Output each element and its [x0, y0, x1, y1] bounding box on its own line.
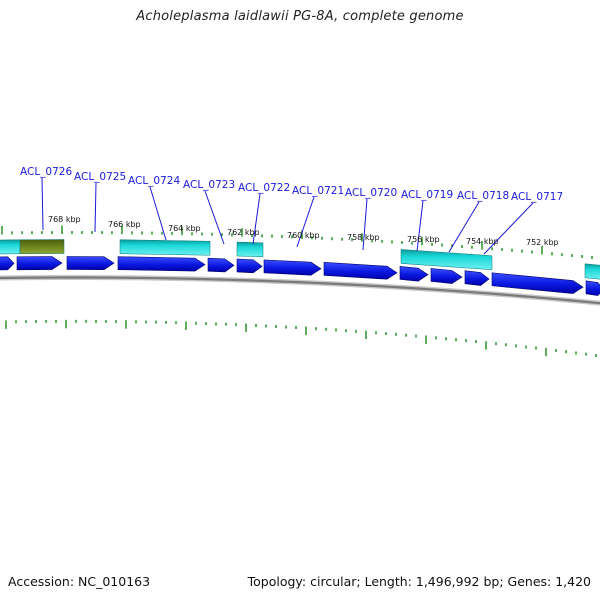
label-leader — [362, 198, 368, 251]
gene-arrow — [66, 256, 115, 270]
gene-label: ACL_0724 — [128, 175, 180, 187]
gene-arrow — [399, 266, 429, 282]
gene-labels: ACL_0726 ACL_0725 ACL_0724 ACL_0723 ACL_0722… — [20, 166, 563, 203]
accession-text: Accession: NC_010163 — [8, 574, 151, 589]
label-leader — [448, 201, 480, 253]
gene-track — [0, 256, 600, 296]
label-leaders — [41, 177, 534, 255]
gene-arrow — [16, 256, 63, 271]
label-leader — [416, 200, 424, 252]
feature-track — [0, 239, 600, 280]
feature-box — [236, 241, 264, 258]
label-leader — [252, 193, 261, 245]
label-leader — [94, 182, 97, 233]
gene-arrow — [585, 280, 600, 296]
scale-label: 762 kbp — [227, 228, 260, 237]
scale-label: 752 kbp — [526, 238, 559, 247]
inner-scale-ticks — [5, 319, 597, 357]
scale-label: 766 kbp — [108, 220, 141, 229]
gene-label: ACL_0722 — [238, 182, 290, 194]
gene-label: ACL_0723 — [183, 179, 235, 191]
gene-label: ACL_0717 — [511, 191, 563, 203]
gene-arrow — [464, 270, 490, 286]
gene-label: ACL_0721 — [292, 185, 344, 197]
outer-scale-ticks — [1, 225, 593, 259]
scale-label: 756 kbp — [407, 235, 440, 244]
scale-label: 768 kbp — [48, 215, 81, 224]
gene-arrow — [207, 257, 235, 273]
gene-arrow — [491, 272, 584, 294]
feature-box — [400, 249, 493, 271]
feature-box — [584, 263, 600, 280]
feature-box — [19, 239, 65, 255]
gene-arrow — [0, 256, 15, 271]
gene-label: ACL_0718 — [457, 190, 509, 202]
feature-box — [0, 239, 21, 255]
label-leader — [483, 202, 534, 255]
feature-box — [119, 239, 211, 256]
gene-arrow — [263, 259, 322, 276]
scale-label: 754 kbp — [466, 237, 499, 246]
scale-label: 764 kbp — [168, 224, 201, 233]
genome-backbone — [0, 275, 600, 306]
scale-label: 758 kbp — [347, 233, 380, 242]
gene-label: ACL_0725 — [74, 171, 126, 183]
gene-arrow — [236, 258, 263, 274]
backbone-line — [0, 276, 600, 305]
label-leader — [149, 186, 167, 241]
gene-label: ACL_0726 — [20, 166, 72, 178]
gene-arrow — [430, 268, 463, 284]
label-leader — [41, 177, 44, 231]
map-title: Acholeplasma laidlawii PG-8A, complete g… — [136, 9, 464, 24]
gene-arrow — [117, 256, 206, 272]
scale-labels: 768 kbp 766 kbp 764 kbp 762 kbp 760 kbp 758 k… — [48, 215, 559, 247]
label-leader — [296, 196, 315, 248]
gene-arrow — [323, 262, 398, 280]
scale-label: 760 kbp — [287, 231, 320, 240]
gene-label: ACL_0719 — [401, 189, 453, 201]
genome-summary-text: Topology: circular; Length: 1,496,992 bp… — [247, 574, 591, 589]
label-leader — [204, 190, 225, 245]
gene-label: ACL_0720 — [345, 187, 397, 199]
